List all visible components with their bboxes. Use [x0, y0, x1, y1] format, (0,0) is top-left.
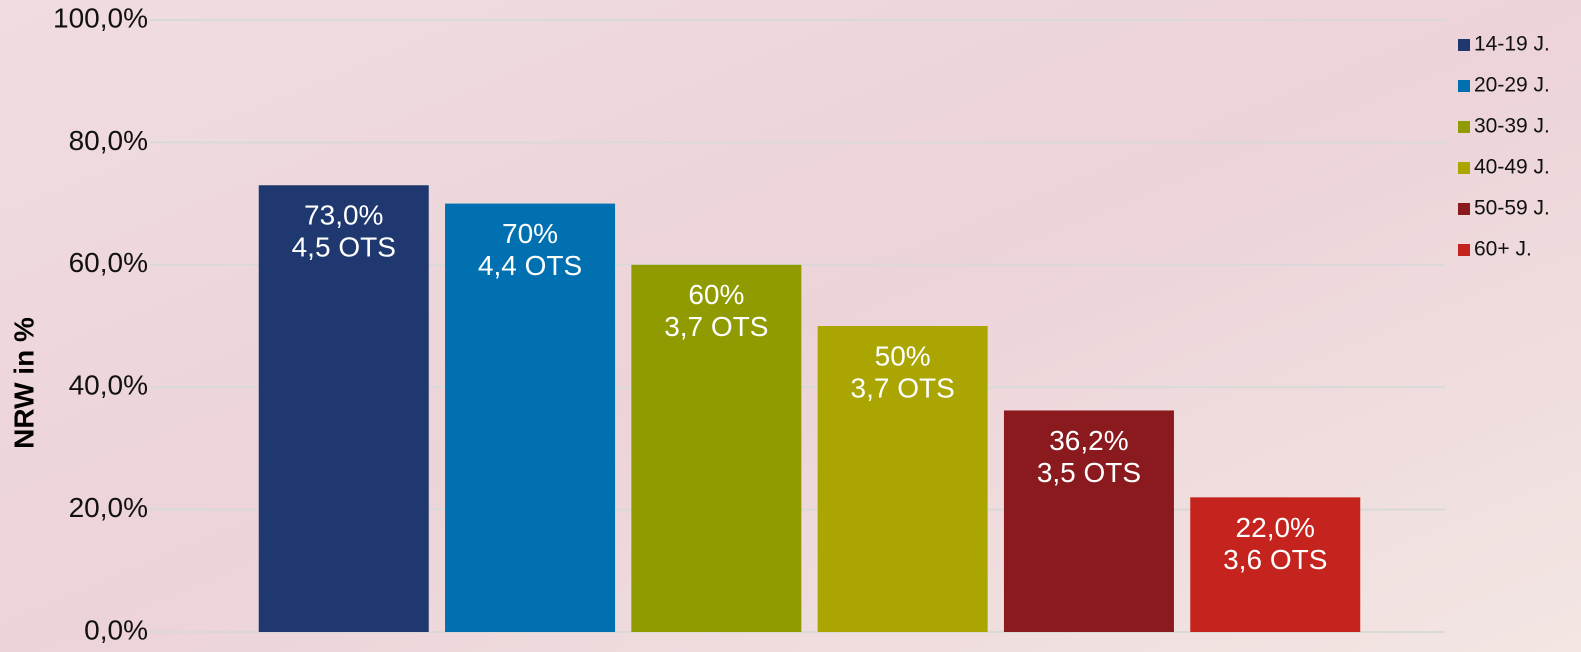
y-tick-label: 0,0%: [84, 614, 148, 645]
value-label: 60%: [688, 279, 744, 310]
legend-label: 14-19 J.: [1474, 33, 1550, 56]
y-tick-label: 80,0%: [69, 125, 148, 156]
legend-label: 50-59 J.: [1474, 197, 1550, 220]
legend-label: 40-49 J.: [1474, 156, 1550, 179]
legend-swatch: [1458, 80, 1470, 92]
legend-swatch: [1458, 203, 1470, 215]
y-tick-label: 100,0%: [53, 2, 148, 33]
value-label: 36,2%: [1049, 425, 1128, 456]
legend-swatch: [1458, 121, 1470, 133]
legend-label: 20-29 J.: [1474, 74, 1550, 97]
ots-label: 3,5 OTS: [1037, 457, 1141, 488]
ots-label: 3,7 OTS: [664, 311, 768, 342]
y-tick-label: 20,0%: [69, 492, 148, 523]
page: NRW in % 0,0% 20,0% 40,0% 60,0% 80,0% 100,0% 7…: [0, 0, 1581, 652]
value-label: 50%: [875, 340, 931, 371]
legend-swatch: [1458, 162, 1470, 174]
legend-label: 60+ J.: [1474, 238, 1532, 261]
chart: NRW in % 0,0% 20,0% 40,0% 60,0% 80,0% 100,0% 7…: [0, 0, 1581, 652]
y-tick-label: 60,0%: [69, 247, 148, 278]
ots-label: 3,7 OTS: [851, 372, 955, 403]
ots-label: 4,5 OTS: [292, 232, 396, 263]
y-axis-label: NRW in %: [8, 317, 39, 449]
legend-swatch: [1458, 244, 1470, 256]
y-tick-label: 40,0%: [69, 370, 148, 401]
legend-swatch: [1458, 39, 1470, 51]
ots-label: 4,4 OTS: [478, 250, 582, 281]
value-label: 22,0%: [1236, 512, 1315, 543]
value-label: 73,0%: [304, 200, 383, 231]
ots-label: 3,6 OTS: [1223, 544, 1327, 575]
legend-label: 30-39 J.: [1474, 115, 1550, 138]
value-label: 70%: [502, 218, 558, 249]
